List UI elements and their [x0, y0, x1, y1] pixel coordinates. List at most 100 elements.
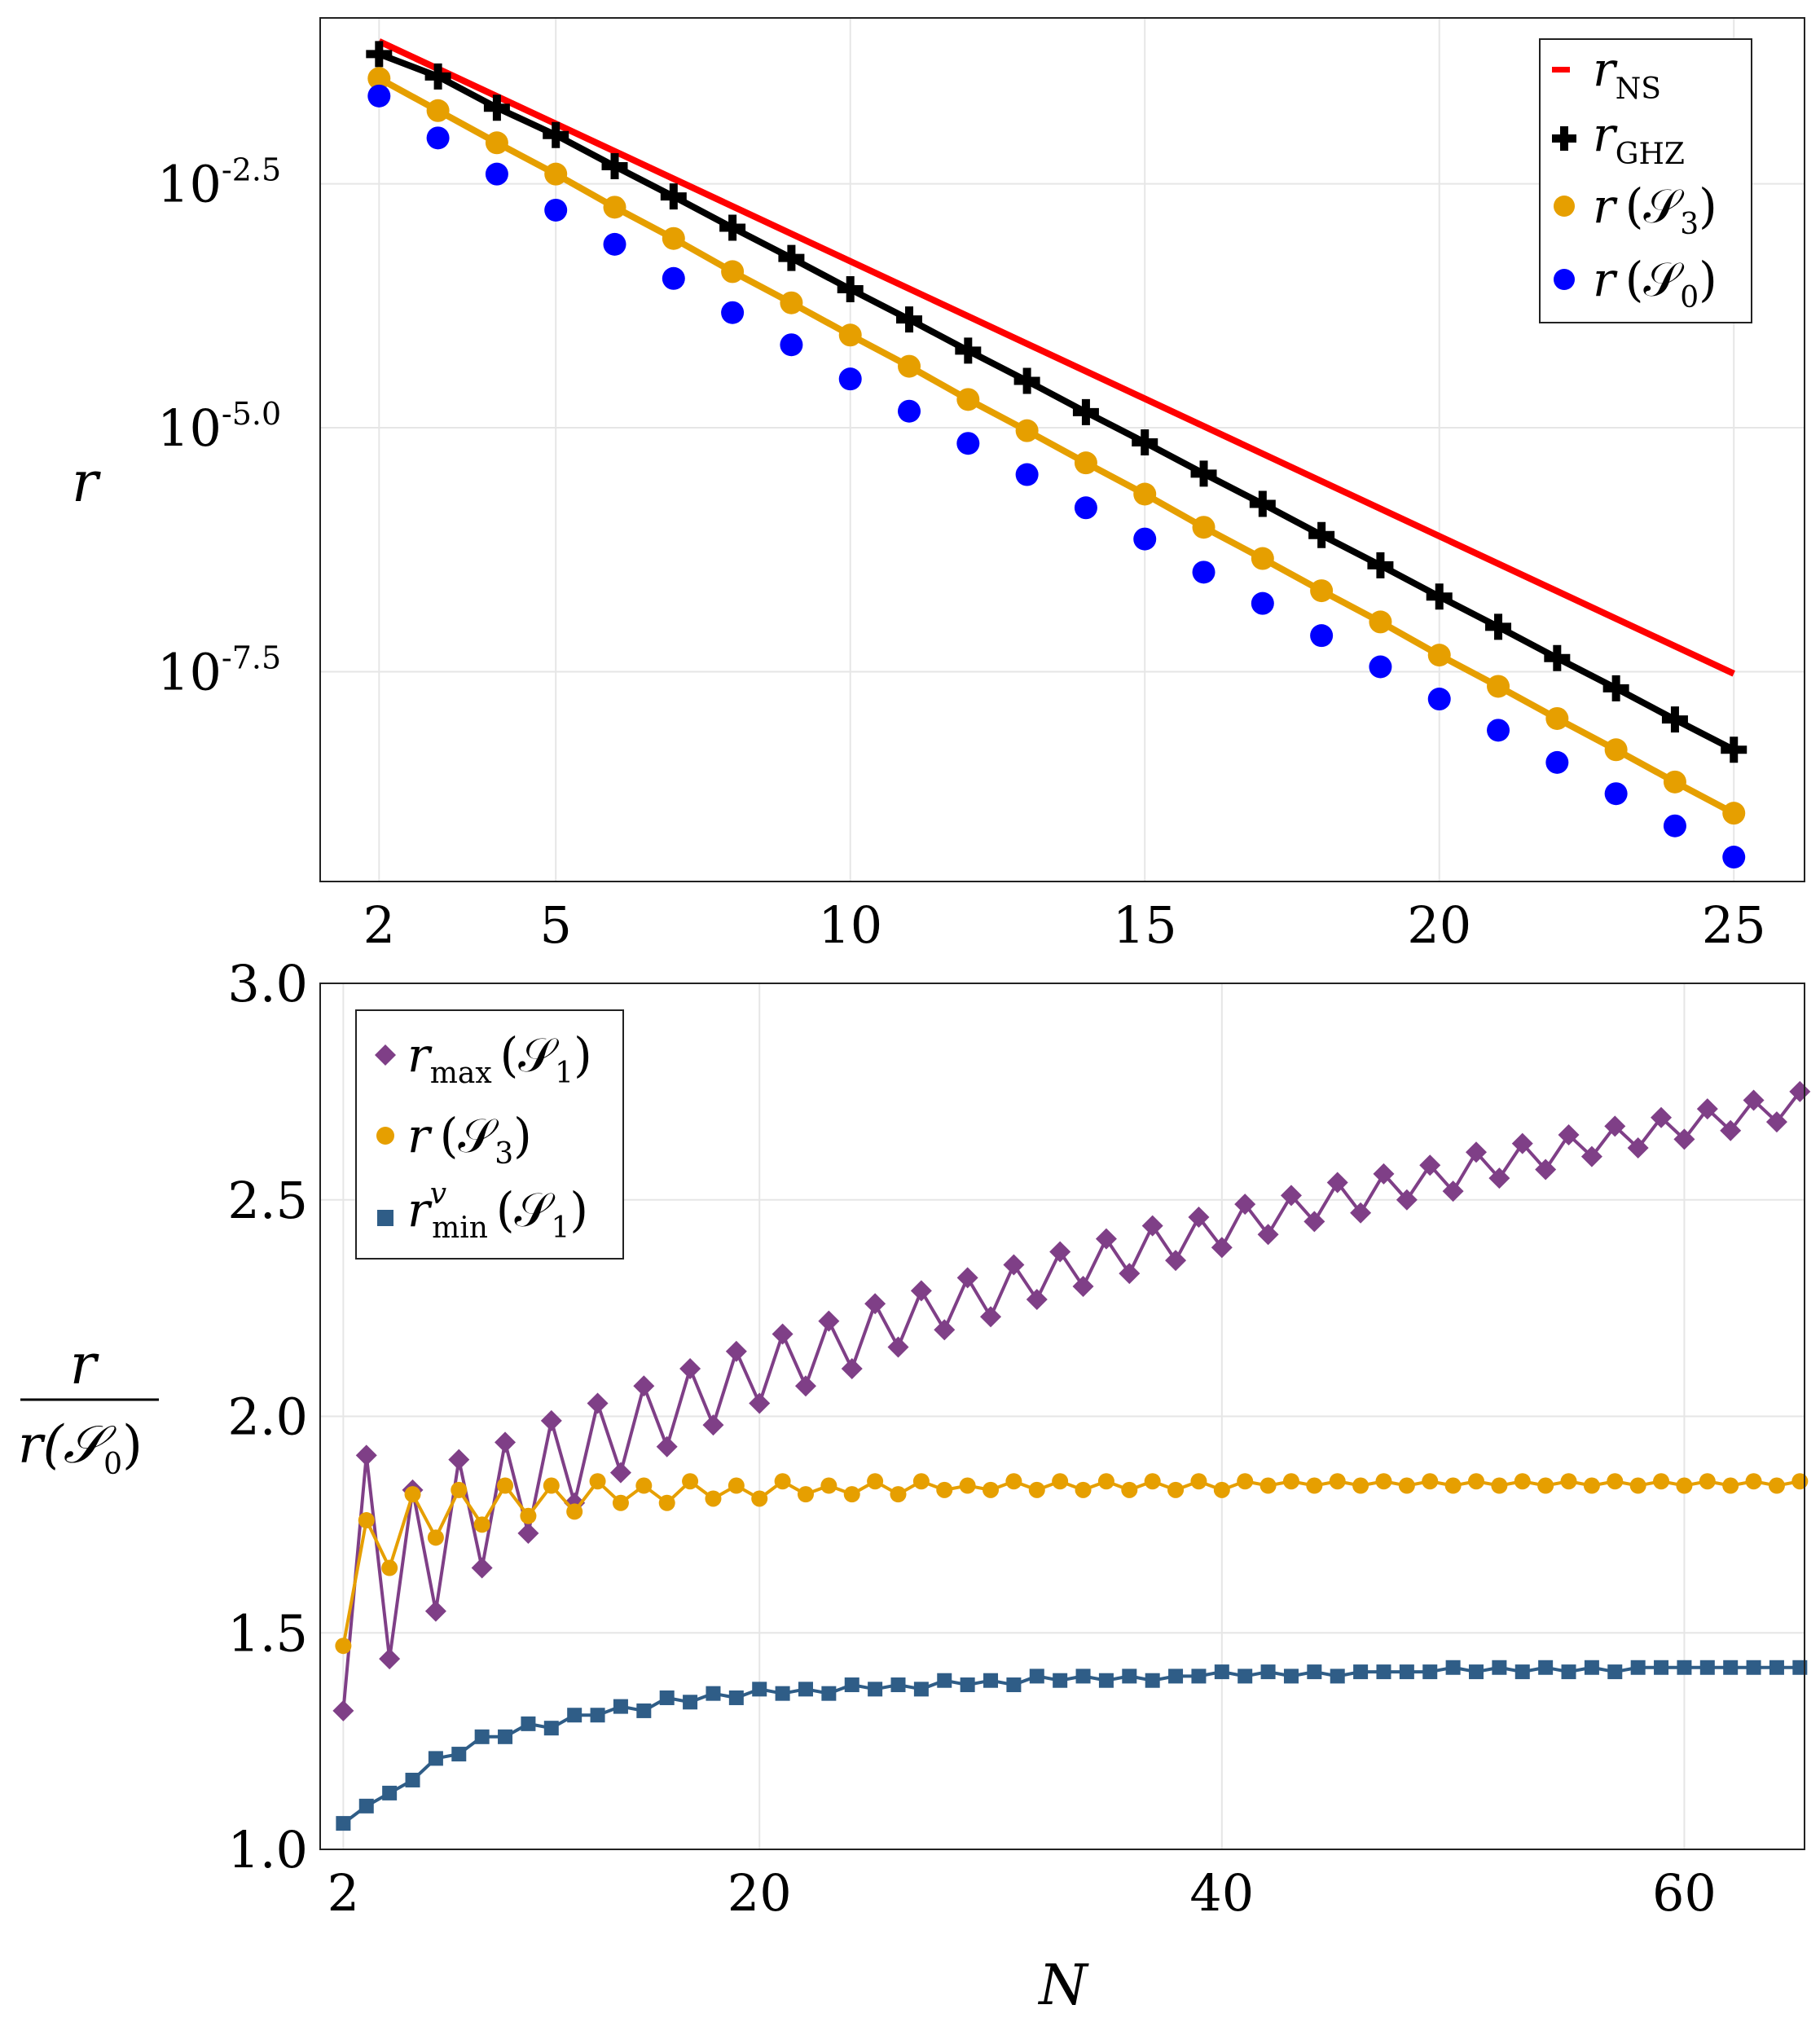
- top-y-tick-2: 10-7.5: [157, 640, 281, 701]
- bottom-point-rmin-40: [1214, 1664, 1229, 1680]
- bottom-point-s3-63: [1745, 1473, 1762, 1490]
- top-point-ghz-25: [1721, 736, 1747, 763]
- top-point-s0-11: [898, 399, 921, 423]
- bottom-point-rmax-16: [656, 1435, 678, 1457]
- bottom-point-s3-5: [404, 1486, 421, 1503]
- bottom-point-rmax-34: [1072, 1276, 1094, 1298]
- y-label-denominator: r(𝒮0): [18, 1415, 143, 1481]
- bottom-point-rmin-27: [913, 1682, 929, 1697]
- bottom-point-s3-40: [1213, 1481, 1230, 1498]
- bottom-point-rmin-6: [428, 1751, 443, 1766]
- top-point-ghz-10: [837, 275, 864, 302]
- bottom-point-s3-51: [1468, 1473, 1485, 1490]
- bottom-point-s3-61: [1699, 1473, 1716, 1490]
- legend-s3-arg: (𝒮: [1625, 178, 1685, 234]
- top-point-s0-24: [1663, 814, 1686, 838]
- bottom-point-s3-55: [1560, 1473, 1577, 1490]
- legend-rmin-main: r: [407, 1182, 433, 1238]
- bottom-series-line-s3: [341, 1479, 1800, 1646]
- top-point-ghz-20: [1426, 583, 1453, 610]
- legend-swatch-s3-bottom: [376, 1127, 394, 1145]
- bottom-point-s3-48: [1398, 1477, 1415, 1494]
- bottom-point-s3-46: [1352, 1477, 1369, 1494]
- bottom-point-rmin-20: [752, 1682, 767, 1697]
- top-point-ghz-6: [601, 153, 628, 180]
- bottom-point-rmax-37: [1141, 1215, 1163, 1237]
- top-point-s3-2: [367, 67, 391, 90]
- top-y-tick-0: 10-2.5: [157, 152, 281, 214]
- bottom-point-rmax-14: [609, 1462, 631, 1484]
- bottom-point-rmin-2: [336, 1816, 351, 1831]
- bottom-point-s3-32: [1028, 1481, 1045, 1498]
- legend-label-s3-bottom: r (𝒮3): [407, 1108, 532, 1171]
- top-point-s3-13: [1015, 419, 1039, 442]
- top-point-s0-25: [1722, 846, 1746, 869]
- legend-label-ghz: rGHZ: [1593, 107, 1685, 171]
- bottom-point-rmin-50: [1445, 1660, 1461, 1675]
- bottom-point-rmin-58: [1630, 1660, 1646, 1675]
- top-point-ghz-23: [1602, 675, 1629, 701]
- legend-label-rmin: rv min (𝒮1): [407, 1177, 588, 1245]
- bottom-point-rmax-50: [1442, 1180, 1464, 1202]
- top-point-s0-2: [367, 84, 391, 108]
- top-point-ghz-19: [1367, 552, 1394, 578]
- bottom-x-tick-40: 40: [1189, 1863, 1254, 1923]
- bottom-point-s3-4: [381, 1559, 398, 1576]
- bottom-point-rmax-26: [887, 1336, 909, 1358]
- bottom-y-tick-2.0: 2.0: [227, 1387, 308, 1447]
- legend-swatch-rmin: [377, 1210, 393, 1226]
- bottom-point-rmax-43: [1280, 1185, 1302, 1207]
- bottom-point-rmin-17: [683, 1695, 698, 1710]
- top-point-s3-25: [1722, 802, 1746, 825]
- top-point-s0-14: [1074, 496, 1097, 520]
- bottom-point-rmax-13: [587, 1392, 609, 1414]
- legend-entry-rmin: rv min (𝒮1): [377, 1177, 588, 1245]
- top-legend: rNS rGHZ r (𝒮3) r (𝒮0): [1539, 38, 1752, 323]
- top-point-ghz-9: [778, 244, 805, 271]
- bottom-point-rmax-51: [1466, 1141, 1488, 1163]
- bottom-point-rmin-48: [1399, 1664, 1414, 1680]
- top-point-s0-16: [1192, 561, 1216, 584]
- bottom-point-rmin-29: [960, 1677, 975, 1693]
- bottom-point-rmax-6: [424, 1600, 446, 1622]
- legend-s3b-main: r: [407, 1108, 433, 1163]
- bottom-point-s3-36: [1121, 1481, 1138, 1498]
- top-point-s3-8: [721, 260, 745, 284]
- bottom-point-rmin-31: [1006, 1677, 1022, 1693]
- bottom-point-rmax-10: [517, 1523, 539, 1545]
- bottom-point-s3-8: [473, 1516, 490, 1533]
- top-point-ghz-13: [1013, 367, 1040, 394]
- bottom-point-s3-21: [774, 1473, 791, 1490]
- bottom-point-rmin-22: [798, 1682, 813, 1697]
- top-point-ghz-2: [366, 41, 393, 68]
- bottom-point-s3-47: [1375, 1473, 1392, 1490]
- top-point-ghz-7: [660, 183, 687, 210]
- top-point-s3-24: [1663, 770, 1686, 794]
- bottom-point-rmax-54: [1535, 1158, 1557, 1180]
- bottom-y-axis-label: r r(𝒮0): [18, 1333, 159, 1481]
- bottom-point-rmin-54: [1538, 1660, 1554, 1675]
- bottom-y-tick-1.0: 1.0: [227, 1820, 308, 1880]
- top-point-s0-12: [956, 432, 980, 455]
- bottom-point-rmax-18: [702, 1414, 724, 1436]
- bottom-point-rmin-59: [1654, 1660, 1669, 1675]
- top-point-ghz-5: [543, 121, 569, 148]
- top-series-line-ns: [377, 38, 1735, 677]
- bottom-x-tick-2: 2: [328, 1863, 359, 1923]
- bottom-point-s3-45: [1329, 1473, 1346, 1490]
- bottom-point-rmin-11: [543, 1721, 559, 1736]
- legend-rmax-close: ): [574, 1027, 592, 1083]
- top-point-ghz-22: [1544, 644, 1571, 671]
- bottom-point-rmin-47: [1376, 1664, 1391, 1680]
- top-point-s0-17: [1251, 591, 1274, 615]
- top-point-s0-5: [544, 198, 568, 222]
- bottom-point-rmin-24: [844, 1677, 859, 1693]
- bottom-point-s3-42: [1259, 1477, 1277, 1494]
- top-x-tick-10: 10: [818, 895, 882, 955]
- bottom-point-rmax-63: [1743, 1089, 1765, 1111]
- bottom-point-rmin-57: [1607, 1664, 1623, 1680]
- top-point-ghz-15: [1132, 429, 1158, 456]
- legend-swatch-rmax: [375, 1044, 396, 1066]
- top-legend-box: [1539, 38, 1752, 323]
- top-point-s0-21: [1487, 719, 1510, 742]
